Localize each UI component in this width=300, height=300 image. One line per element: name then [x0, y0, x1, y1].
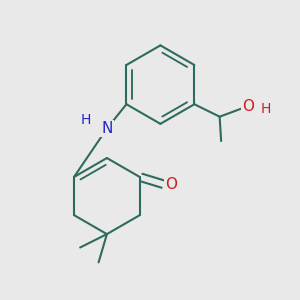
Text: O: O	[165, 177, 177, 192]
Text: O: O	[242, 99, 254, 114]
Text: H: H	[80, 113, 91, 127]
Text: H: H	[261, 102, 272, 116]
Text: N: N	[101, 121, 112, 136]
